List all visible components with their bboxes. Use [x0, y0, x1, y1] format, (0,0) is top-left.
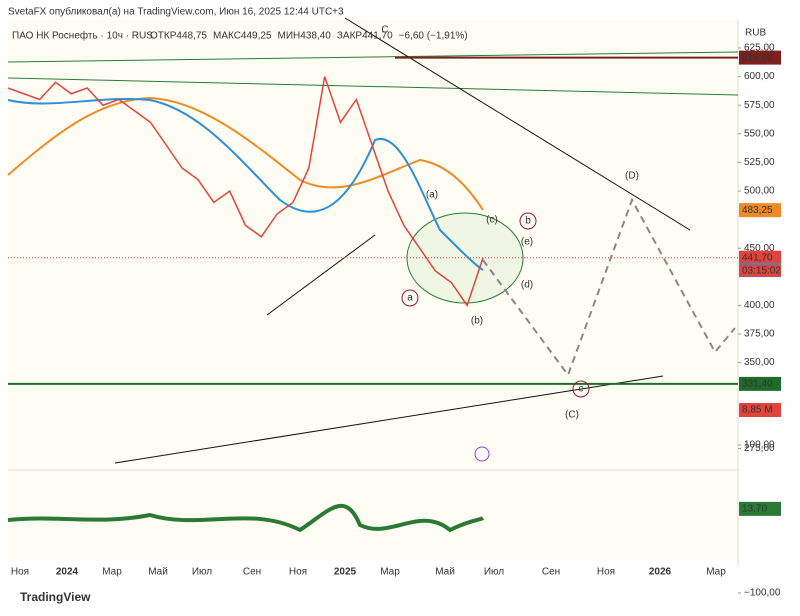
oscillator-tag [739, 501, 781, 516]
ohlc-key: МИН [278, 31, 301, 42]
y-tick-label: 625,00 [744, 43, 775, 54]
wave-label: (d) [521, 280, 533, 291]
x-tick-label: Сен [243, 567, 261, 578]
price-tag-label: 331,40 [742, 379, 773, 390]
x-tick-label: 2024 [56, 567, 79, 578]
countdown: 03:15:02 [742, 265, 781, 276]
y-tick-label: 600,00 [744, 71, 775, 82]
plot-bg [8, 20, 738, 560]
wave-label: a [407, 293, 413, 304]
y-tick-label: 500,00 [744, 186, 775, 197]
wave-circle [519, 212, 537, 230]
wave-label: (c) [486, 215, 498, 226]
oscillator-tag-label: 13,70 [742, 504, 767, 515]
price-tag-label: 483,25 [742, 205, 773, 216]
y2-tick-label: 100,00 [744, 440, 775, 451]
wave-label: c [579, 384, 584, 395]
y-tick-label: 575,00 [744, 100, 775, 111]
ohlc-value: 448,75 [176, 31, 207, 42]
ohlc-value: 449,25 [241, 31, 272, 42]
trend-line [7, 51, 739, 63]
x-tick-label: Июл [192, 567, 212, 578]
oscillator [7, 503, 485, 533]
x-tick-label: Май [435, 567, 455, 578]
y2-tick-label: −100,00 [744, 588, 781, 599]
price-tag [739, 203, 781, 218]
x-tick-label: 2025 [334, 567, 357, 578]
published: SvetaFX опубликовал(а) на TradingView.co… [8, 6, 344, 18]
price-tag-label: 616,60 [742, 52, 773, 63]
y-tick-label: 550,00 [744, 128, 775, 139]
x-tick-label: Июл [484, 567, 504, 578]
footer-logo: TradingView [20, 590, 91, 604]
x-tick-label: Сен [542, 567, 560, 578]
trend-line [266, 234, 376, 316]
y-tick-label: 275,00 [744, 443, 775, 454]
moving-average [7, 97, 484, 271]
trend-line [114, 375, 664, 464]
x-tick-label: Мар [102, 567, 122, 578]
y-tick-label: 450,00 [744, 243, 775, 254]
symbol: ПАО НК Роснефть · 10ч · RUS [12, 30, 153, 42]
price-tag [739, 376, 781, 391]
trend-line [7, 77, 739, 96]
currency: RUB [745, 28, 766, 39]
ohlc-key: ОТКР [150, 31, 177, 42]
event-icon [474, 446, 490, 462]
price-tag [739, 50, 781, 65]
volume-tag-bg [739, 403, 781, 417]
projection [482, 197, 736, 378]
ohlc-key: МАКС [213, 31, 241, 42]
price-line [7, 76, 484, 308]
wave-label: (b) [471, 316, 483, 327]
y-tick-label: 375,00 [744, 329, 775, 340]
wave-circle [401, 289, 419, 307]
y-tick-label: 525,00 [744, 157, 775, 168]
wave-label: (D) [625, 171, 639, 182]
change: −6,60 (−1,91%) [399, 31, 468, 42]
x-tick-label: Мар [706, 567, 726, 578]
price-tag [739, 250, 781, 265]
wave-label: (e) [521, 237, 533, 248]
x-tick-label: Май [148, 567, 168, 578]
ohlc-value: 441,70 [362, 31, 393, 42]
wave-label: C [381, 25, 388, 36]
wave-circle [572, 380, 590, 398]
y-tick-label: 400,00 [744, 300, 775, 311]
ohlc-value: 438,40 [300, 31, 331, 42]
wave-label: b [525, 216, 531, 227]
wave-label: (C) [565, 410, 579, 421]
countdown-bg [739, 264, 781, 277]
x-tick-label: Ноя [597, 567, 615, 578]
ohlc-key: ЗАКР [337, 31, 363, 42]
trend-line [344, 17, 691, 231]
price-tag-label: 441,70 [742, 252, 773, 263]
y-tick-label: 350,00 [744, 357, 775, 368]
x-tick-label: Мар [380, 567, 400, 578]
x-tick-label: Ноя [289, 567, 307, 578]
volume-tag: 8,85 M [742, 405, 773, 416]
wave-label: (a) [426, 190, 438, 201]
x-tick-label: 2026 [649, 567, 672, 578]
moving-average [7, 96, 484, 211]
x-tick-label: Ноя [11, 567, 29, 578]
